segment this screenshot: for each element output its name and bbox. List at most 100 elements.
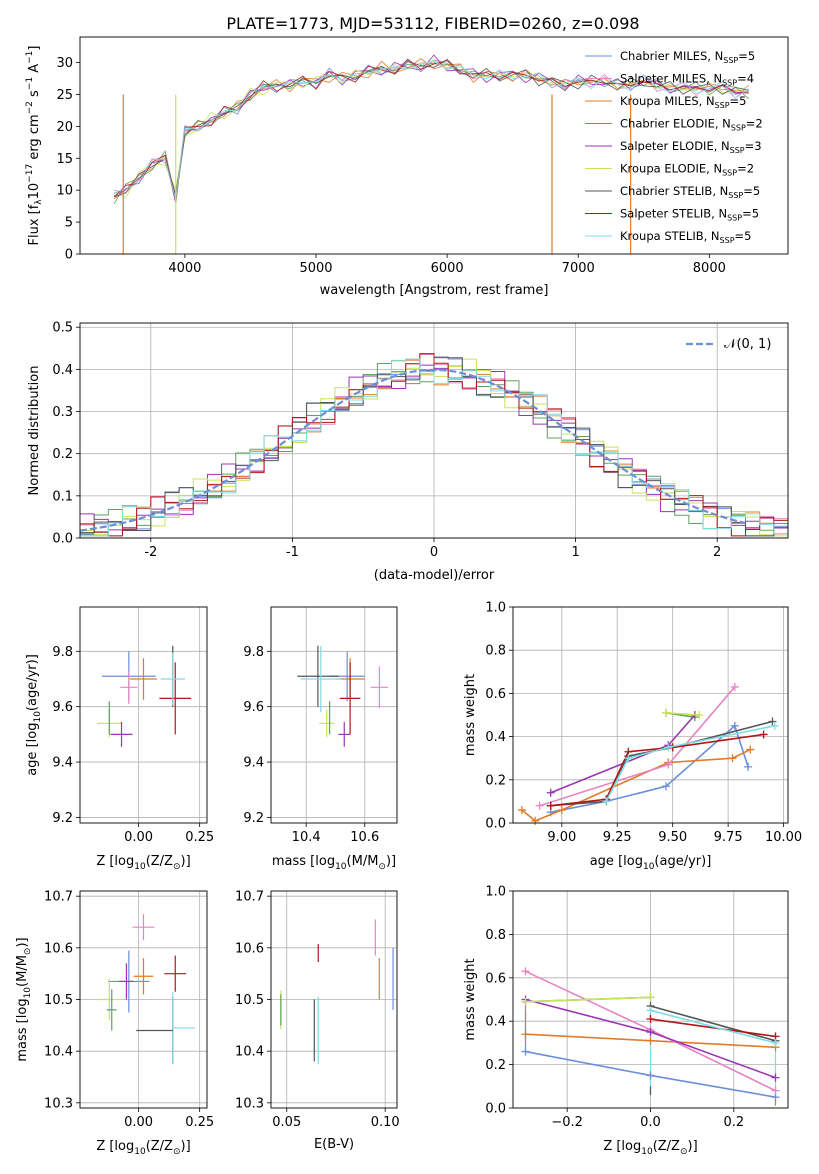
y-tick-label: 1.0 <box>485 885 506 900</box>
spectrum-line-8 <box>113 60 749 200</box>
x-tick-label: 0.0 <box>640 1115 661 1130</box>
x-tick-label: 9.25 <box>603 830 632 845</box>
mass-weight-vs-age-x-label: age [log10(age/yr)] <box>590 854 712 872</box>
y-tick-label: 9.6 <box>52 700 73 715</box>
x-tick-label: 6000 <box>431 261 464 276</box>
mass-weight-vs-Z-series-line-8 <box>650 1009 776 1044</box>
mass-weight-vs-age-series-line-8 <box>605 725 775 802</box>
y-tick-label: 0.2 <box>52 447 73 462</box>
x-tick-label: 10.4 <box>292 830 321 845</box>
normal-legend-label: 𝒩(0, 1) <box>724 337 771 352</box>
legend-label: Chabrier ELODIE, NSSP=2 <box>620 117 763 133</box>
mass-weight-vs-Z-series-marker <box>521 967 530 976</box>
x-tick-label: 9.00 <box>547 830 576 845</box>
y-tick-label: 9.2 <box>52 811 73 826</box>
spectrum-line-2 <box>113 58 749 200</box>
x-tick-label: 10.6 <box>350 830 379 845</box>
mass-weight-vs-age-series-marker <box>730 682 739 691</box>
mass-weight-vs-age-series-line-0 <box>550 724 749 813</box>
y-tick-label: 10.6 <box>44 941 73 956</box>
age-vs-Z-y-label: age [log10(age/yr)] <box>25 654 43 776</box>
y-tick-label: 10.5 <box>235 993 264 1008</box>
y-tick-label: 10.4 <box>235 1045 264 1060</box>
mass-weight-vs-age-y-label: mass weight <box>463 674 478 756</box>
y-tick-label: 9.8 <box>52 645 73 660</box>
mass-weight-vs-age-series-marker <box>730 721 739 730</box>
mass-weight-vs-age-series-marker <box>624 754 633 763</box>
mass-weight-vs-age-series-marker <box>744 762 753 771</box>
y-tick-label: 5 <box>65 216 73 231</box>
y-tick-label: 1.0 <box>485 601 506 616</box>
mass-weight-vs-age-series-marker <box>662 708 671 717</box>
x-tick-label: 9.75 <box>714 830 743 845</box>
legend-label: Kroupa MILES, NSSP=5 <box>620 94 746 110</box>
y-tick-label: 0.6 <box>485 971 506 986</box>
y-tick-label: 25 <box>56 88 73 103</box>
mass-weight-vs-Z-series-marker <box>646 1071 655 1080</box>
figure-title: PLATE=1773, MJD=53112, FIBERID=0260, z=0… <box>226 14 639 33</box>
spectrum-line-7 <box>113 58 749 204</box>
mass-weight-vs-age-axes: 9.00 9.25 9.50 9.75 10.00 0.0 0.2 0.4 0.6 0.8 1.0 <box>485 601 802 846</box>
x-tick-label: 0.00 <box>124 830 153 845</box>
mass-weight-vs-Z-x-label: Z [log10(Z/Z⊙)] <box>603 1139 697 1157</box>
y-tick-label: 0.8 <box>485 644 506 659</box>
legend-label: Salpeter STELIB, NSSP=5 <box>620 207 759 223</box>
spectrum-line-3 <box>113 62 749 205</box>
mass-weight-vs-age-series-line-1 <box>521 748 751 822</box>
mass-vs-ebv-frame <box>270 890 398 1109</box>
y-tick-label: 9.8 <box>243 645 264 660</box>
mass-weight-vs-age-series-marker <box>535 801 544 810</box>
spectrum-x-label: wavelength [Angstrom, rest frame] <box>320 283 549 298</box>
mass-weight-vs-Z-series-marker <box>646 1036 655 1045</box>
x-tick-label: 9.50 <box>658 830 687 845</box>
x-tick-label: -2 <box>144 545 157 560</box>
mass-weight-vs-Z-series-marker <box>521 997 530 1006</box>
y-tick-label: 10 <box>56 184 73 199</box>
legend-label: Chabrier STELIB, NSSP=5 <box>620 184 760 200</box>
residual-hist-7 <box>80 353 788 537</box>
mass-vs-Z-frame <box>79 890 208 1109</box>
legend-label: Salpeter ELODIE, NSSP=3 <box>620 139 762 155</box>
mass-weight-vs-age-series-marker <box>759 730 768 739</box>
mass-weight-vs-Z-series-line-7 <box>650 1018 776 1038</box>
x-tick-label: 10.00 <box>765 830 802 845</box>
y-tick-label: 0.2 <box>485 773 506 788</box>
y-tick-label: 9.4 <box>52 756 73 771</box>
mass-weight-vs-age-series-line-2 <box>539 686 736 807</box>
y-tick-label: 15 <box>56 152 73 167</box>
mass-weight-vs-age-series-marker <box>546 801 555 810</box>
y-tick-label: 0.4 <box>485 1015 506 1030</box>
mass-weight-vs-age-series-line-5 <box>665 712 700 716</box>
legend-label: Kroupa STELIB, NSSP=5 <box>620 229 751 245</box>
mass-weight-vs-age-series-marker <box>602 797 611 806</box>
y-tick-label: 0.1 <box>52 489 73 504</box>
x-tick-label: 7000 <box>562 261 595 276</box>
y-tick-label: 0.0 <box>52 532 73 547</box>
x-tick-label: 0.25 <box>185 830 214 845</box>
mass-weight-vs-age-series-line-6 <box>550 720 773 807</box>
mass-weight-vs-age-series-marker <box>695 711 704 719</box>
y-tick-label: 0.2 <box>485 1058 506 1073</box>
mass-weight-vs-age-series-marker <box>517 806 526 815</box>
age-vs-mass-x-label: mass [log10(M/M⊙)] <box>272 854 396 872</box>
normal-curve <box>79 368 746 532</box>
age-vs-Z-axes: 0.00 0.25 9.2 9.4 9.6 9.8 <box>52 607 214 845</box>
y-tick-label: 0 <box>65 248 73 263</box>
x-tick-label: 1 <box>571 545 579 560</box>
y-tick-label: 0.0 <box>485 817 506 832</box>
mass-weight-vs-age-series-marker <box>746 745 755 754</box>
mass-weight-vs-Z-series-marker <box>771 1073 780 1082</box>
age-vs-Z-x-label: Z [log10(Z/Z⊙)] <box>96 854 190 872</box>
y-tick-label: 10.7 <box>235 890 264 905</box>
mass-vs-ebv-x-label: E(B-V) <box>314 1137 354 1152</box>
y-tick-label: 10.3 <box>235 1096 264 1111</box>
y-tick-label: 10.5 <box>44 993 73 1008</box>
y-tick-label: 0.0 <box>485 1102 506 1117</box>
y-tick-label: 10.4 <box>44 1045 73 1060</box>
mass-weight-vs-age-series-marker <box>662 782 671 791</box>
x-tick-label: -1 <box>286 545 299 560</box>
residuals-frame <box>79 322 789 539</box>
spectrum-axes: 4000 5000 6000 7000 8000 0 5 10 15 20 25 30 <box>56 56 725 276</box>
y-tick-label: 0.4 <box>485 730 506 745</box>
